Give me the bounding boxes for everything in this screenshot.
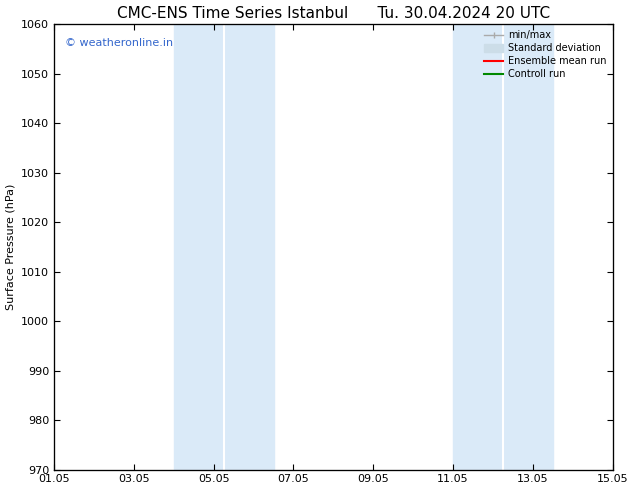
Title: CMC-ENS Time Series Istanbul      Tu. 30.04.2024 20 UTC: CMC-ENS Time Series Istanbul Tu. 30.04.2… bbox=[117, 5, 550, 21]
Bar bbox=[453, 24, 553, 469]
Y-axis label: Surface Pressure (hPa): Surface Pressure (hPa) bbox=[6, 184, 16, 310]
Bar bbox=[174, 24, 273, 469]
Text: © weatheronline.in: © weatheronline.in bbox=[65, 38, 173, 48]
Legend: min/max, Standard deviation, Ensemble mean run, Controll run: min/max, Standard deviation, Ensemble me… bbox=[480, 26, 611, 83]
